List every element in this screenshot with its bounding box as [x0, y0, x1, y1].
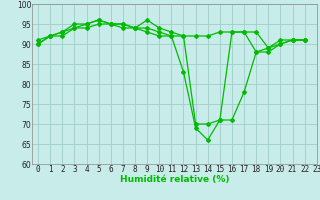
X-axis label: Humidité relative (%): Humidité relative (%): [120, 175, 229, 184]
